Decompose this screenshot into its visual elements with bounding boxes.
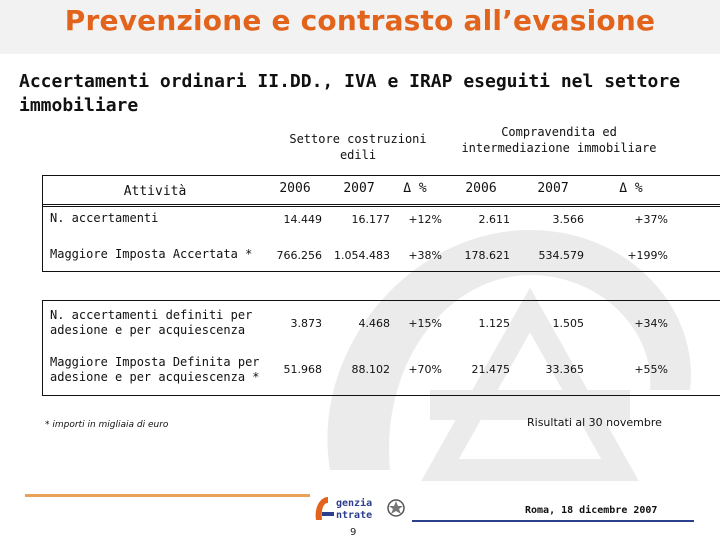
table-cell: 766.256	[276, 249, 323, 262]
presentation-date: Roma, 18 dicembre 2007	[525, 505, 658, 516]
row-label: Maggiore Imposta Accertata *	[50, 247, 253, 261]
page-number: 9	[350, 527, 357, 538]
table-cell: +34%	[634, 317, 668, 330]
row-label: N. accertamenti	[50, 211, 159, 225]
year-header: 2007	[537, 181, 569, 196]
table-cell: 3.873	[290, 317, 323, 330]
emblem-icon	[387, 499, 405, 517]
table-cell: 2.611	[478, 213, 511, 226]
table-cell: +55%	[634, 363, 668, 376]
table-cell: 88.102	[351, 363, 391, 376]
title-band	[0, 0, 720, 54]
footnote: * importi in migliaia di euro	[45, 420, 169, 430]
table-cell: +15%	[408, 317, 442, 330]
table-box-bottom	[42, 300, 720, 396]
group-header-construction: Settore costruzioni edili	[289, 132, 427, 162]
table-cell: 534.579	[538, 249, 585, 262]
table-cell: +70%	[408, 363, 442, 376]
table-cell: 1.054.483	[334, 249, 390, 262]
table-cell: +38%	[408, 249, 442, 262]
results-date-note: Risultati al 30 novembre	[527, 416, 662, 429]
table-cell: 51.968	[283, 363, 323, 376]
table-cell: 16.177	[351, 213, 391, 226]
footer-line-right	[412, 520, 694, 522]
delta-header: Δ %	[619, 181, 643, 196]
table-cell: +199%	[627, 249, 668, 262]
footer-line-left	[25, 494, 310, 497]
table-cell: +12%	[408, 213, 442, 226]
table-cell: 1.505	[552, 317, 585, 330]
row-label: N. accertamenti definiti per adesione e …	[50, 308, 253, 337]
row-label: Maggiore Imposta Definita per adesione e…	[50, 355, 260, 384]
agency-logo-icon	[315, 497, 334, 520]
year-header: 2007	[343, 181, 375, 196]
table-cell: 21.475	[471, 363, 511, 376]
table-cell: +37%	[634, 213, 668, 226]
table-cell: 178.621	[464, 249, 511, 262]
logo-text-line1: genzia	[336, 498, 373, 509]
table-cell: 14.449	[283, 213, 323, 226]
activity-header: Attività	[123, 184, 187, 199]
table-header-box	[42, 175, 720, 207]
agency-watermark	[327, 230, 691, 481]
page-title: Prevenzione e contrasto all’evasione	[64, 4, 656, 37]
table-box-top	[42, 204, 720, 272]
table-cell: 4.468	[358, 317, 391, 330]
table-cell: 33.365	[545, 363, 585, 376]
slide-subtitle: Accertamenti ordinari II.DD., IVA e IRAP…	[19, 71, 681, 116]
year-header: 2006	[279, 181, 311, 196]
delta-header: Δ %	[403, 181, 427, 196]
logo-text-line2: ntrate	[336, 510, 373, 521]
year-header: 2006	[465, 181, 497, 196]
table-cell: 3.566	[552, 213, 585, 226]
table-cell: 1.125	[478, 317, 511, 330]
group-header-real-estate: Compravendita ed intermediazione immobil…	[461, 125, 657, 155]
